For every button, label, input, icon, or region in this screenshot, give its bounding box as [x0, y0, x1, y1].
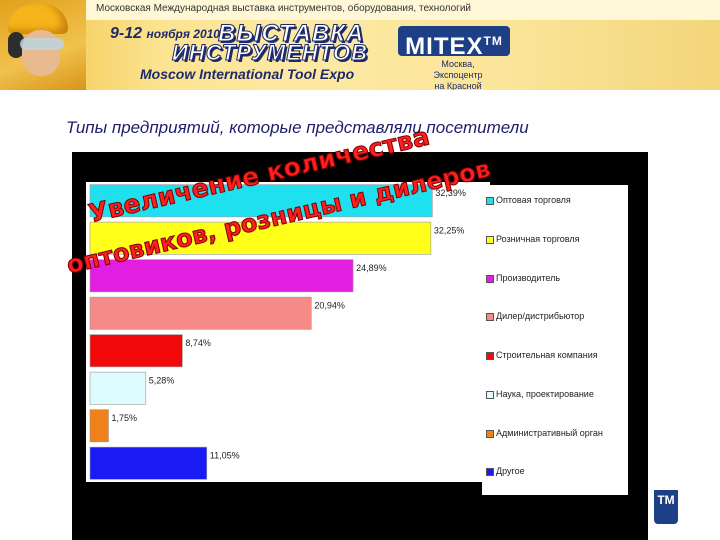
expo-dates: 9-12 ноября 2010 [110, 25, 220, 43]
expo-title-line1: ВЫСТАВКА [217, 20, 365, 48]
legend-item-8: Другое [486, 466, 525, 477]
legend-swatch-7 [486, 429, 494, 438]
legend-label-7: Административный орган [496, 427, 603, 438]
bar-6 [89, 371, 147, 405]
banner-top-strip: Московская Международная выставка инстру… [0, 0, 720, 20]
bar-1 [89, 184, 433, 218]
bar-value-label-3: 24,89% [356, 263, 387, 273]
expo-english-title: Moscow International Tool Expo [140, 66, 355, 82]
legend-label-4: Дилер/дистрибьютор [496, 311, 585, 322]
expo-venue: Москва, Экспоцентр на Красной Пресне [418, 59, 498, 90]
legend-label-1: Оптовая торговля [496, 195, 571, 205]
legend-swatch-5 [486, 352, 494, 360]
hard-hat-icon [8, 4, 68, 34]
bar-2 [89, 221, 432, 255]
bar-value-label-6: 5,28% [149, 375, 175, 385]
legend-label-3: Производитель [496, 272, 561, 283]
bar-chart: 32,39% 32,25% 24,89% 20,94% 8,74% 5,28% 1,75% 1… [86, 182, 490, 482]
legend-item-4: Дилер/дистрибьютор [486, 311, 585, 322]
legend-swatch-8 [486, 468, 494, 477]
bar-value-label-4: 20,94% [314, 300, 345, 310]
legend-item-2: Розничная торговля [486, 233, 580, 244]
bar-5 [89, 334, 183, 368]
legend-item-1: Оптовая торговля [486, 195, 571, 205]
bar-value-label-2: 32,25% [434, 225, 465, 235]
legend-item-5: Строительная компания [486, 350, 598, 360]
ear-protector-icon [8, 32, 24, 58]
banner-strip-text: Московская Международная выставка инстру… [96, 3, 471, 14]
expo-month: ноября 2010 [146, 27, 220, 41]
legend-label-2: Розничная торговля [496, 233, 580, 244]
bar-4 [89, 296, 312, 330]
legend-swatch-4 [486, 313, 494, 322]
bar-value-label-8: 11,05% [210, 450, 240, 460]
bar-3 [89, 259, 354, 293]
legend-swatch-1 [486, 197, 494, 205]
legend-label-6: Наука, проектирование [496, 388, 594, 399]
venue-line2: на Красной Пресне [434, 81, 482, 90]
slide-heading: Типы предприятий, которые представляли п… [66, 118, 529, 137]
legend-swatch-3 [486, 274, 494, 283]
mitex-logo-text: MITEX [405, 33, 484, 60]
worker-photo [0, 0, 86, 90]
mitex-tm: TM [483, 34, 503, 48]
bar-8 [89, 446, 208, 480]
legend-swatch-6 [486, 390, 494, 399]
bar-value-label-1: 32,39% [435, 188, 466, 198]
legend-label-5: Строительная компания [496, 350, 598, 360]
corner-tm-badge: TM [654, 490, 678, 524]
mitex-logo: MITEXTM [398, 26, 510, 60]
legend-item-6: Наука, проектирование [486, 388, 594, 399]
legend-label-8: Другое [496, 466, 525, 477]
legend-swatch-2 [486, 235, 494, 244]
worker-face [22, 30, 60, 76]
bar-7 [89, 409, 109, 443]
legend-item-7: Административный орган [486, 427, 603, 438]
bar-value-label-5: 8,74% [185, 338, 211, 348]
expo-days: 9-12 [110, 25, 143, 42]
expo-banner: Московская Международная выставка инстру… [0, 0, 720, 90]
safety-glasses-icon [20, 38, 64, 50]
venue-line1: Москва, Экспоцентр [433, 59, 483, 80]
legend-item-3: Производитель [486, 272, 561, 283]
chart-legend: Оптовая торговля Розничная торговля Произв… [482, 185, 628, 495]
expo-title-line2: ИНСТРУМЕНТОВ [172, 40, 368, 66]
bar-value-label-7: 1,75% [111, 413, 137, 423]
